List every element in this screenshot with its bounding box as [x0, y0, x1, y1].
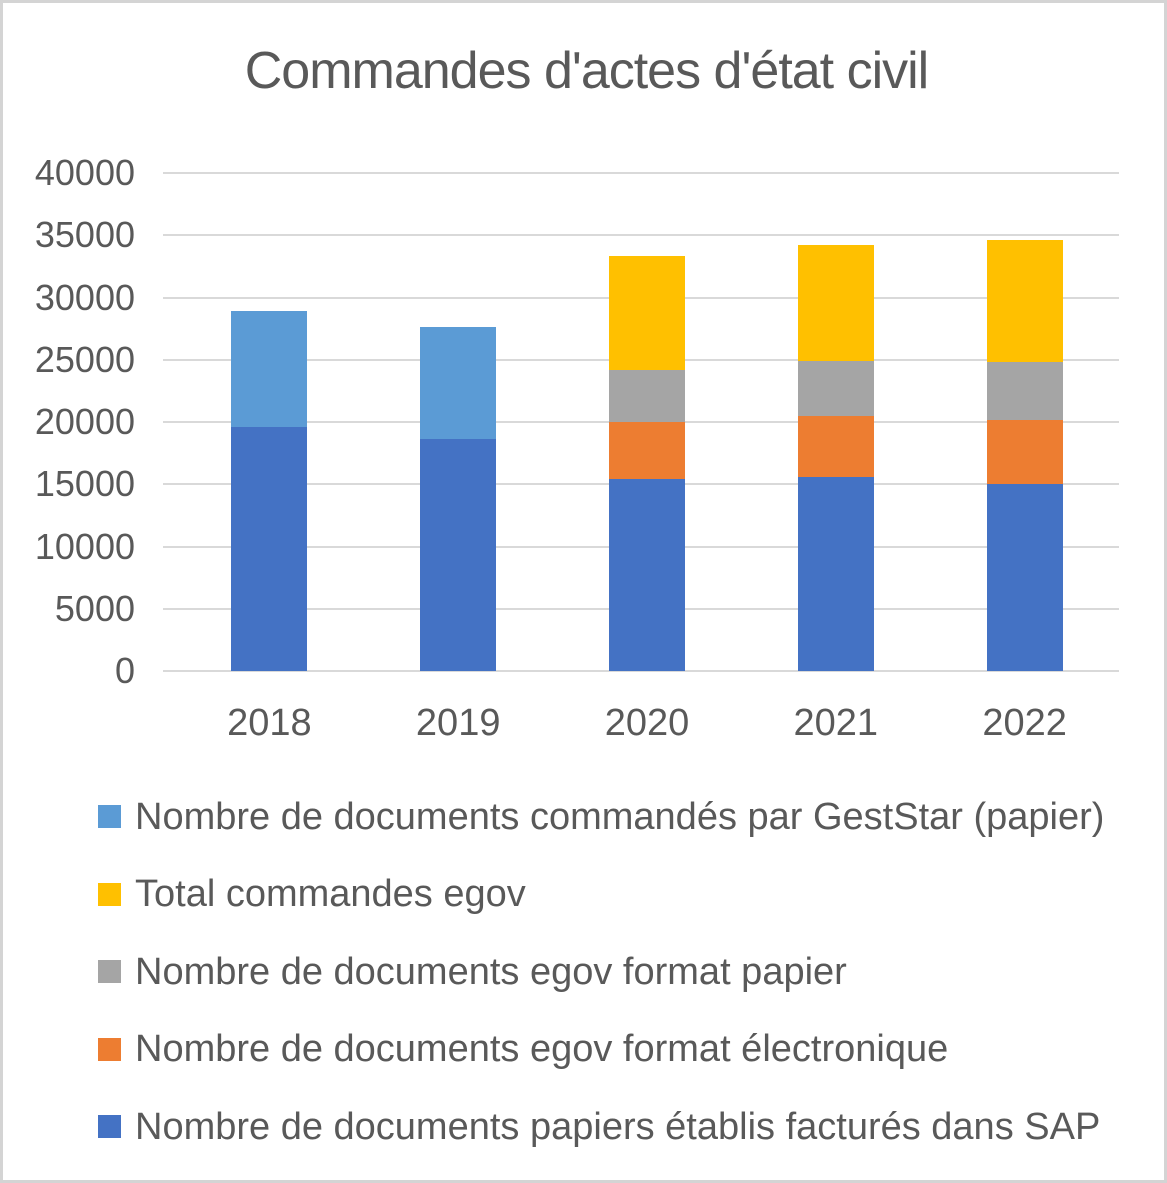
bar-segment-series3-2021	[797, 245, 874, 361]
bar-group-2020	[609, 173, 685, 671]
bar-segment-series0-2022	[986, 484, 1063, 671]
bar-group-2021	[797, 173, 874, 671]
legend-item: Nombre de documents egov format électron…	[98, 1029, 948, 1069]
legend-item: Nombre de documents commandés par GestSt…	[98, 797, 1104, 837]
gridline	[163, 670, 1119, 672]
gridline	[163, 172, 1119, 174]
bar-group-2022	[986, 173, 1063, 671]
y-axis-tick-label: 10000	[34, 525, 135, 567]
legend-swatch	[98, 960, 121, 983]
legend-item-label: Total commandes egov	[135, 873, 526, 915]
legend-swatch	[98, 805, 121, 828]
bar-segment-series0-2020	[609, 479, 685, 671]
x-axis-label-2020: 2020	[604, 702, 690, 744]
legend-swatch	[98, 1115, 121, 1138]
bar-segment-series0-2019	[420, 439, 497, 671]
legend-item-label: Nombre de documents papiers établis fact…	[135, 1105, 1101, 1148]
legend-item-label: Nombre de documents egov format papier	[135, 950, 847, 993]
legend-item-label: Nombre de documents commandés par GestSt…	[135, 795, 1105, 838]
bar-group-2019	[420, 173, 497, 671]
legend-swatch	[98, 1037, 121, 1061]
chart-title: Commandes d'actes d'état civil	[244, 42, 930, 100]
plot-area	[163, 172, 1119, 672]
bar-segment-series1-2021	[797, 415, 874, 477]
bar-segment-series1-2022	[986, 419, 1063, 485]
y-axis-tick-label: 30000	[34, 276, 135, 318]
x-axis-label-2018: 2018	[227, 702, 312, 744]
x-axis: 2018 2019 2020 2021 2022	[175, 701, 1119, 745]
bar-segment-series4-2019	[420, 327, 497, 440]
x-axis-label-2019: 2019	[415, 702, 501, 744]
legend-swatch	[98, 882, 121, 906]
y-axis-tick-label: 40000	[34, 152, 135, 193]
y-axis-tick-label: 15000	[34, 463, 135, 505]
legend-item-label: Nombre de documents egov format électron…	[135, 1028, 949, 1070]
x-axis-label-2022: 2022	[982, 702, 1067, 744]
bar-segment-series0-2021	[797, 476, 874, 671]
gridline	[163, 234, 1119, 237]
bar-segment-series0-2018	[231, 426, 308, 671]
legend-item: Total commandes egov	[98, 874, 526, 914]
bar-segment-series1-2020	[609, 422, 685, 480]
y-axis: 40000 35000 30000 25000 20000 15000 10000 5000 0	[3, 154, 135, 690]
y-axis-tick-label: 5000	[54, 587, 135, 629]
y-axis-tick-label: 20000	[34, 401, 135, 442]
x-axis-label-2021: 2021	[793, 702, 879, 744]
bar-segment-series2-2020	[609, 369, 685, 422]
bar-segment-series4-2018	[231, 311, 308, 427]
legend-item: Nombre de documents papiers établis fact…	[98, 1107, 1100, 1147]
bar-segment-series2-2021	[797, 361, 874, 416]
y-axis-tick-label: 35000	[34, 214, 135, 256]
bar-group-2018	[231, 173, 308, 671]
y-axis-tick-label: 25000	[34, 338, 135, 380]
bar-segment-series3-2020	[609, 256, 685, 370]
gridline	[163, 421, 1119, 423]
bar-segment-series3-2022	[986, 240, 1063, 363]
legend-item: Nombre de documents egov format papier	[98, 952, 847, 992]
bar-segment-series2-2022	[986, 362, 1063, 420]
y-axis-tick-label: 0	[114, 650, 135, 691]
